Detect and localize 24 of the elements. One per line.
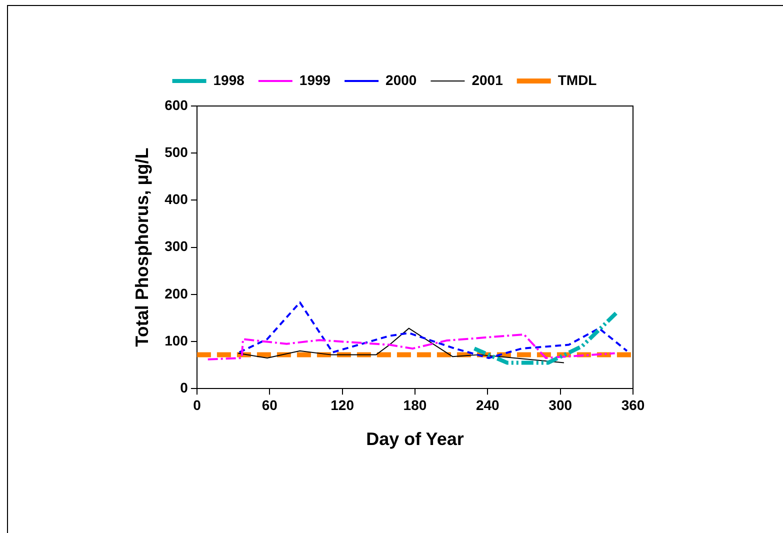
y-tick-label: 600 xyxy=(164,96,188,113)
legend-label: 1998 xyxy=(213,72,245,88)
legend-label: 2001 xyxy=(472,72,504,88)
x-tick-label: 120 xyxy=(330,396,354,413)
y-tick-label: 500 xyxy=(164,144,188,160)
x-tick-label: 300 xyxy=(548,396,572,413)
legend-label: 1999 xyxy=(299,72,331,88)
x-tick-label: 180 xyxy=(403,396,427,413)
x-axis-title: Day of Year xyxy=(366,429,464,450)
x-tick-label: 240 xyxy=(476,396,500,413)
line-series xyxy=(206,333,616,360)
y-tick-label: 400 xyxy=(164,191,188,208)
x-tick-label: 360 xyxy=(621,396,645,413)
y-tick-label: 200 xyxy=(164,285,188,302)
line-series xyxy=(472,311,618,365)
legend-label: 2000 xyxy=(386,72,417,88)
line-series xyxy=(238,301,628,359)
y-tick-label: 0 xyxy=(180,379,188,396)
y-tick-label: 300 xyxy=(164,238,188,254)
x-tick-label: 0 xyxy=(193,396,202,413)
y-axis-title: Total Phosphorus, µg/L xyxy=(132,148,152,347)
legend-label: TMDL xyxy=(558,72,598,88)
x-tick-label: 60 xyxy=(262,396,278,413)
y-tick-label: 100 xyxy=(164,332,188,348)
